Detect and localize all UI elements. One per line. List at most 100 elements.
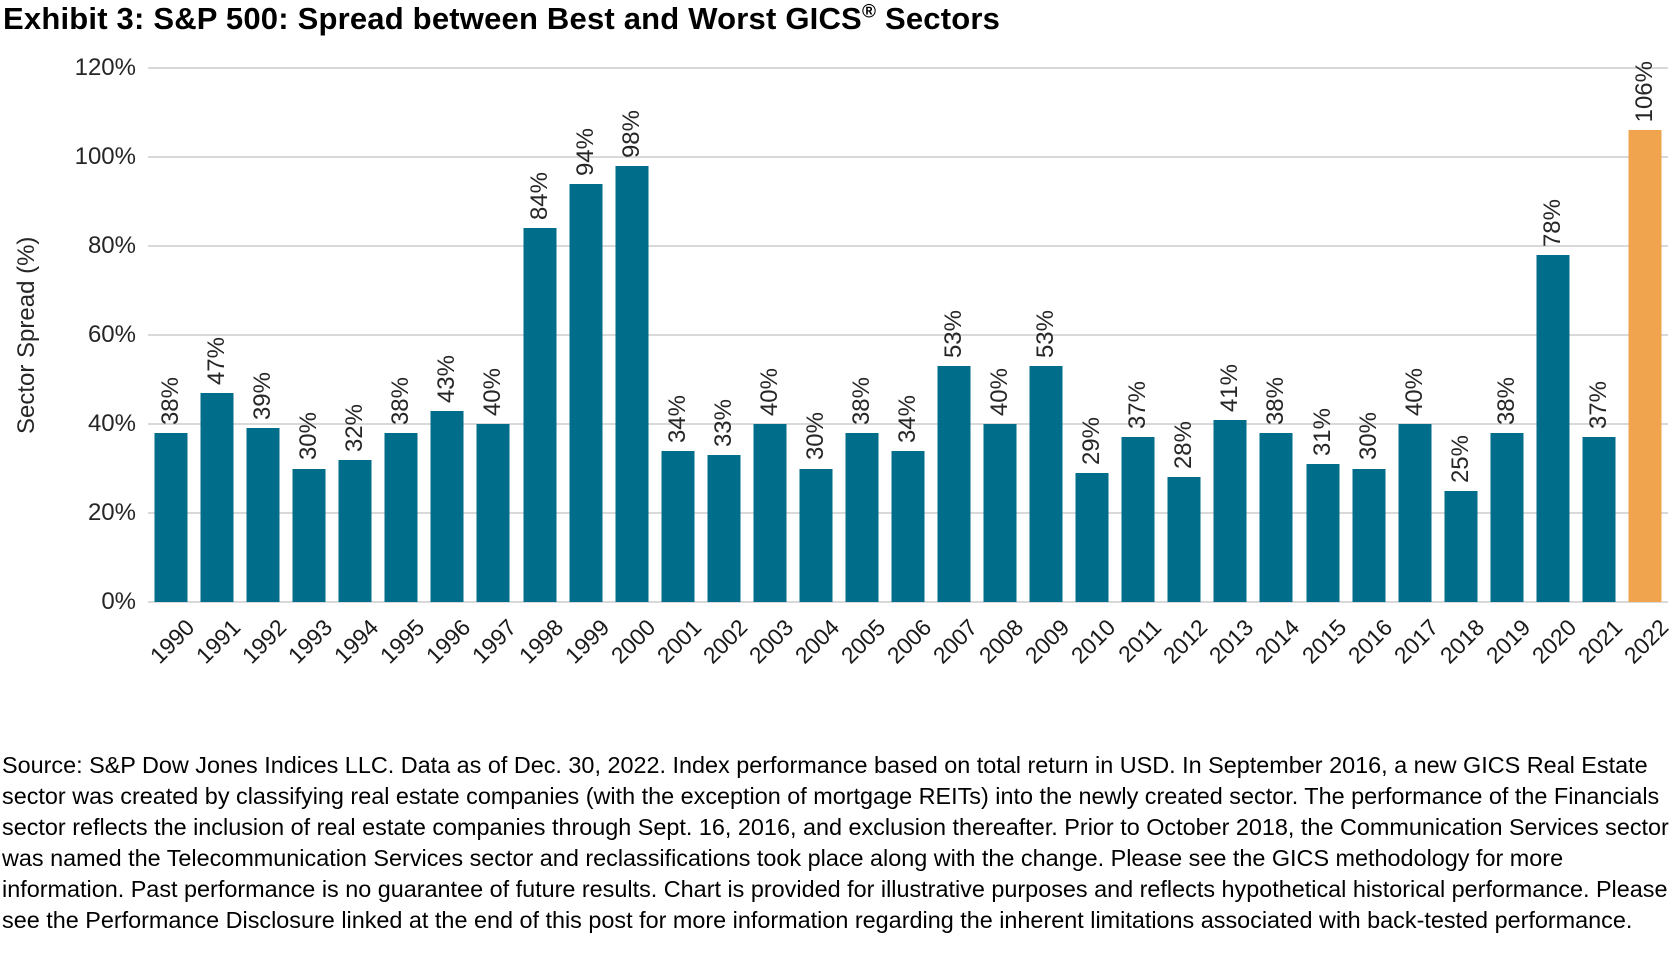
bar-value-label: 40% (479, 367, 507, 416)
bar-value-label: 37% (1124, 381, 1152, 430)
bar-value-label: 30% (1354, 412, 1382, 461)
bar-2009 (1029, 366, 1063, 602)
y-tick-label: 40% (87, 410, 136, 437)
y-tick-label: 80% (87, 232, 136, 259)
bar-group-2005: 38% 2005 (836, 68, 891, 669)
bar-2001 (661, 450, 695, 602)
bar-2003 (753, 424, 787, 602)
bar-group-2006: 34% 2006 (882, 68, 937, 669)
bar-value-label: 37% (1584, 381, 1612, 430)
bar-2012 (1167, 477, 1201, 602)
bar-value-label: 34% (893, 394, 921, 443)
bar-1990 (154, 432, 188, 602)
bar-value-label: 38% (1262, 376, 1290, 425)
bar-2021 (1582, 437, 1616, 602)
bar-group-2020: 78% 2020 (1527, 68, 1582, 669)
y-axis-tick-labels: 0% 20% 40% 60% 80% 100% 120% (0, 54, 136, 615)
bar-2004 (799, 468, 833, 602)
bar-group-1998: 84% 1998 (513, 68, 568, 668)
bar-1992 (246, 428, 280, 602)
bar-value-label: 98% (617, 109, 645, 158)
bar-value-label: 38% (157, 376, 185, 425)
bar-group-2001: 34% 2001 (652, 68, 707, 669)
bar-2022 (1628, 130, 1662, 602)
bar-value-label: 31% (1308, 408, 1336, 457)
bar-group-2009: 53% 2009 (1020, 68, 1075, 668)
bar-group-1994: 32% 1994 (329, 68, 384, 669)
bar-2010 (1075, 472, 1109, 602)
bar-group-2016: 30% 2016 (1342, 68, 1397, 668)
bar-1997 (476, 424, 510, 602)
page-title: Exhibit 3: S&P 500: Spread between Best … (3, 1, 1000, 37)
bar-1993 (292, 468, 326, 602)
bar-2000 (615, 165, 649, 602)
bar-value-label: 84% (525, 172, 553, 221)
gridline (148, 601, 1668, 603)
bar-2020 (1536, 254, 1570, 602)
bar-value-label: 94% (571, 127, 599, 176)
bar-group-2017: 40% 2017 (1388, 68, 1443, 669)
registered-trademark-symbol: ® (861, 1, 877, 23)
gridline (148, 156, 1668, 158)
bar-2007 (937, 366, 971, 602)
bar-group-2015: 31% 2015 (1296, 68, 1351, 669)
bar-value-label: 41% (1216, 363, 1244, 412)
bar-group-2014: 38% 2014 (1250, 68, 1305, 669)
bar-group-2012: 28% 2012 (1158, 68, 1213, 668)
bar-group-1996: 43% 1996 (421, 68, 476, 669)
bar-2018 (1444, 490, 1478, 602)
bar-2015 (1306, 464, 1340, 602)
bar-group-1999: 94% 1999 (559, 68, 614, 669)
bar-2005 (845, 432, 879, 602)
bar-group-2018: 25% 2018 (1435, 68, 1490, 669)
bar-group-2008: 40% 2008 (974, 68, 1029, 669)
bar-2014 (1259, 432, 1293, 602)
bar-value-label: 25% (1446, 434, 1474, 483)
bar-1998 (523, 228, 556, 602)
bar-value-label: 33% (709, 399, 737, 448)
y-tick-label: 0% (101, 588, 136, 615)
bar-1995 (384, 432, 418, 602)
bar-1996 (430, 410, 464, 602)
bar-group-2004: 30% 2004 (790, 68, 845, 668)
bar-2008 (983, 424, 1017, 602)
bar-group-2011: 37% 2011 (1113, 68, 1166, 667)
bar-group-2000: 98% 2000 (605, 68, 660, 669)
y-tick-label: 120% (74, 54, 136, 81)
bar-chart: Sector Spread (%) 0% 20% 40% 60% 80% 100% 120%… (0, 54, 1673, 669)
bar-group-2013: 41% 2013 (1204, 68, 1259, 669)
bar-value-label: 38% (387, 376, 415, 425)
plot-area: 38% 1990 47% 1991 39% 1992 30% 1993 32% 1994 38% 19… (145, 61, 1673, 669)
bar-value-label: 28% (1170, 421, 1198, 470)
bar-2011 (1121, 437, 1155, 602)
bar-value-label: 32% (341, 403, 369, 452)
bar-group-1990: 38% 1990 (145, 68, 200, 669)
bar-value-label: 43% (433, 354, 461, 403)
page-title-suffix: Sectors (876, 1, 1001, 36)
bar-group-2021: 37% 2021 (1573, 68, 1628, 668)
page-title-text: Exhibit 3: S&P 500: Spread between Best … (3, 1, 862, 36)
bar-value-label: 47% (203, 336, 231, 385)
bar-1991 (200, 392, 234, 602)
bar-group-1992: 39% 1992 (237, 68, 292, 668)
bar-value-label: 78% (1538, 198, 1566, 247)
bar-group-1991: 47% 1991 (191, 68, 246, 669)
bar-2019 (1490, 432, 1524, 602)
bar-value-label: 53% (940, 310, 968, 359)
bar-value-label: 53% (1032, 310, 1060, 359)
bar-group-2019: 38% 2019 (1481, 68, 1536, 669)
y-tick-label: 20% (87, 499, 136, 526)
gridline (148, 67, 1668, 69)
bar-group-1997: 40% 1997 (467, 68, 522, 669)
source-footnote: Source: S&P Dow Jones Indices LLC. Data … (2, 752, 1669, 933)
bar-value-label: 40% (755, 367, 783, 416)
bar-group-2003: 40% 2003 (744, 68, 799, 669)
bar-2002 (707, 455, 741, 602)
gridline (148, 334, 1668, 336)
gridline (148, 245, 1668, 247)
bar-group-2007: 53% 2007 (928, 68, 983, 668)
bar-value-label: 38% (847, 376, 875, 425)
bar-value-label: 29% (1078, 416, 1106, 465)
bar-2013 (1213, 419, 1247, 602)
y-tick-label: 100% (74, 143, 136, 170)
